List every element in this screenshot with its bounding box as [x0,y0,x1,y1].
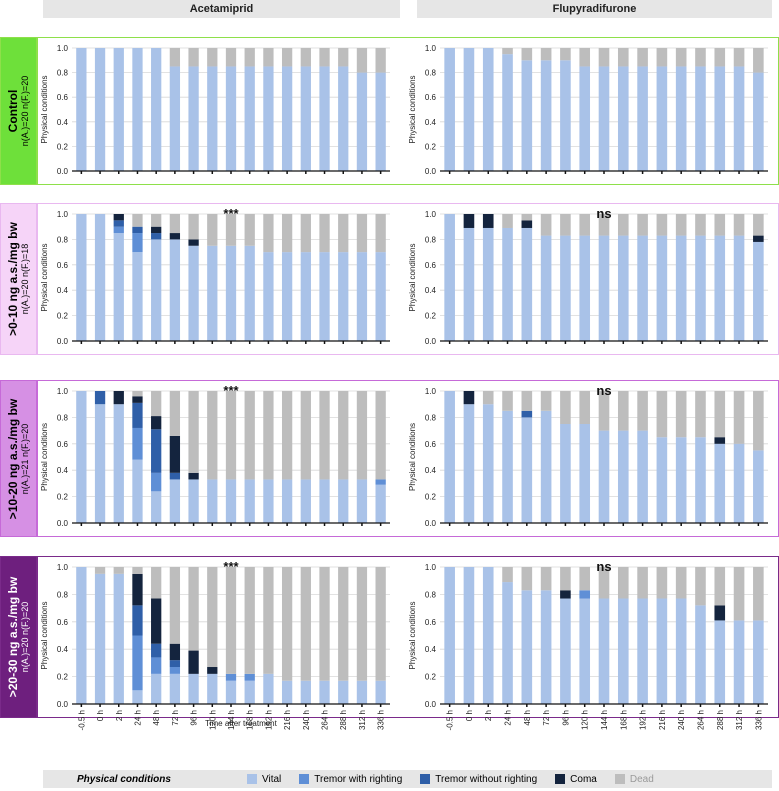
legend-label: Dead [629,773,654,785]
row-title: >0-10 ng a.s./mg bw [5,222,20,336]
legend-item: Dead [614,773,654,785]
row-title: >10-20 ng a.s./mg bw [5,398,20,519]
row-frame [37,37,779,185]
legend-item: Tremor without righting [420,774,537,785]
legend-label: Vital [262,773,282,785]
legend-label: Coma [570,773,597,785]
row-label: >0-10 ng a.s./mg bw n(A.)=20 n(F.)=18 [0,203,37,355]
row-label: >10-20 ng a.s./mg bw n(A.)=21 n(F.)=20 [0,380,37,537]
row-sample-size: n(A.)=20 n(F.)=18 [19,243,30,315]
legend-item: Coma [555,774,597,785]
row-label: Control n(A.)=20 n(F.)=20 [0,37,37,185]
x-axis-label: Time after treatment [205,719,278,728]
column-header-acetamiprid: Acetamiprid [43,0,400,18]
legend-label: Tremor with righting [314,773,403,785]
legend-swatch [247,774,257,784]
row-title: >20-30 ng a.s./mg bw [5,576,20,698]
row-frame [37,380,779,537]
row-frame [37,556,779,718]
legend-swatch [299,774,310,784]
row-sample-size: n(A.)=20 n(F.)=20 [19,75,30,147]
row-sample-size: n(A.)=21 n(F.)=20 [19,423,30,494]
row-sample-size: n(A.)=20 n(F.)=20 [19,601,30,673]
column-header-flupyradifurone: Flupyradifurone [417,0,772,18]
legend-swatch [614,774,625,784]
legend-item: Tremor with righting [299,774,402,785]
row-title: Control [5,89,20,133]
legend: Physical conditions Vital Tremor with righ… [43,770,772,788]
legend-label: Tremor without righting [435,773,538,785]
legend-item: Vital [247,774,281,785]
legend-swatch [420,774,431,784]
row-label: >20-30 ng a.s./mg bw n(A.)=20 n(F.)=20 [0,556,37,718]
legend-swatch [555,774,566,784]
row-frame [37,203,779,355]
legend-title: Physical conditions [77,773,171,785]
